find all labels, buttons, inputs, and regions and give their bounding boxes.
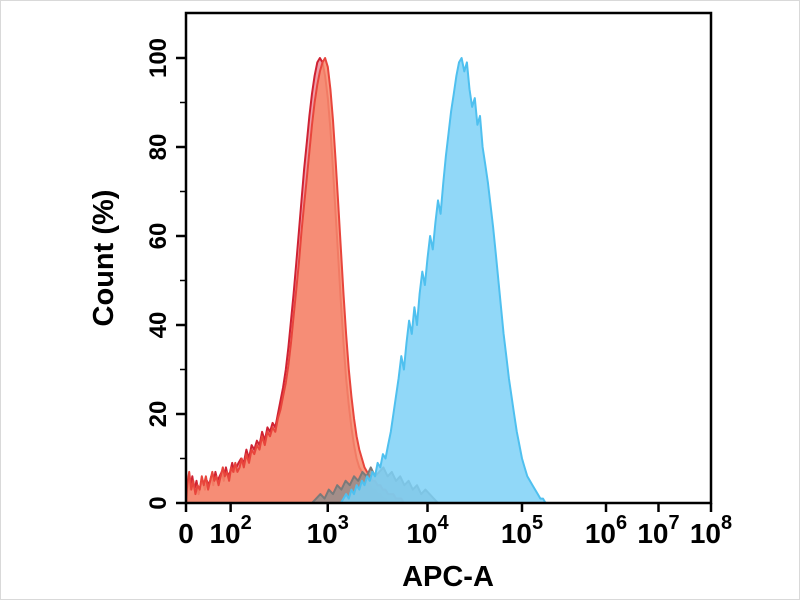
y-tick-label: 80 — [145, 134, 172, 161]
y-tick-label: 0 — [145, 496, 172, 509]
y-axis-title: Count (%) — [88, 190, 120, 327]
y-tick-label: 20 — [145, 401, 172, 428]
blue-series-area — [339, 57, 547, 504]
plot-frame — [184, 11, 713, 505]
x-tick-label: 0 — [178, 518, 194, 549]
x-axis-title: APC-A — [402, 561, 494, 593]
axes-layer: 0 20 40 60 80 100 0 102 103 104 105 106 107 108 — [145, 11, 732, 549]
x-tick-label: 105 — [501, 512, 543, 549]
y-tick-label: 40 — [145, 312, 172, 339]
series-layer — [185, 57, 547, 504]
y-tick-label: 60 — [145, 223, 172, 250]
x-tick-label: 107 — [637, 512, 679, 549]
x-tick-label: 102 — [209, 512, 251, 549]
x-tick-label: 106 — [585, 512, 627, 549]
y-tick-label: 100 — [145, 38, 172, 78]
x-tick-label: 104 — [406, 512, 449, 549]
x-tick-label: 108 — [690, 512, 732, 549]
salmon-series-area — [185, 57, 405, 504]
x-tick-label: 103 — [307, 512, 349, 549]
